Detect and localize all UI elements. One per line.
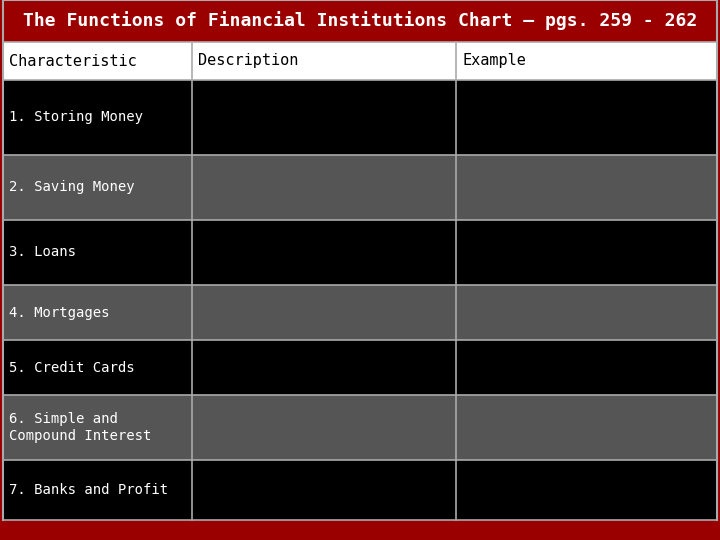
Bar — [192, 285, 456, 340]
Bar — [192, 220, 456, 285]
Text: 3. Loans: 3. Loans — [9, 246, 76, 260]
Bar — [192, 42, 456, 80]
Bar — [192, 155, 456, 220]
Text: Characteristic: Characteristic — [9, 53, 137, 69]
Bar — [3, 340, 192, 395]
Bar — [456, 340, 717, 395]
Bar — [3, 155, 192, 220]
Bar — [3, 220, 192, 285]
Text: 2. Saving Money: 2. Saving Money — [9, 180, 135, 194]
Bar — [456, 460, 717, 520]
Bar — [456, 285, 717, 340]
Text: Description: Description — [198, 53, 299, 69]
Bar — [456, 220, 717, 285]
Text: 7. Banks and Profit: 7. Banks and Profit — [9, 483, 168, 497]
Bar — [3, 0, 717, 42]
Text: The Functions of Financial Institutions Chart – pgs. 259 - 262: The Functions of Financial Institutions … — [23, 11, 697, 30]
Bar — [456, 395, 717, 460]
Bar — [3, 80, 192, 155]
Text: 4. Mortgages: 4. Mortgages — [9, 306, 109, 320]
Text: 5. Credit Cards: 5. Credit Cards — [9, 361, 135, 375]
Bar — [192, 340, 456, 395]
Bar — [192, 80, 456, 155]
Bar — [3, 285, 192, 340]
Bar — [456, 80, 717, 155]
Bar — [3, 395, 192, 460]
Text: 1. Storing Money: 1. Storing Money — [9, 111, 143, 125]
Text: 6. Simple and
Compound Interest: 6. Simple and Compound Interest — [9, 413, 151, 443]
Bar — [456, 155, 717, 220]
Bar — [456, 42, 717, 80]
Text: Example: Example — [462, 53, 526, 69]
Bar — [3, 460, 192, 520]
Bar — [3, 42, 192, 80]
Bar — [192, 395, 456, 460]
Bar — [192, 460, 456, 520]
